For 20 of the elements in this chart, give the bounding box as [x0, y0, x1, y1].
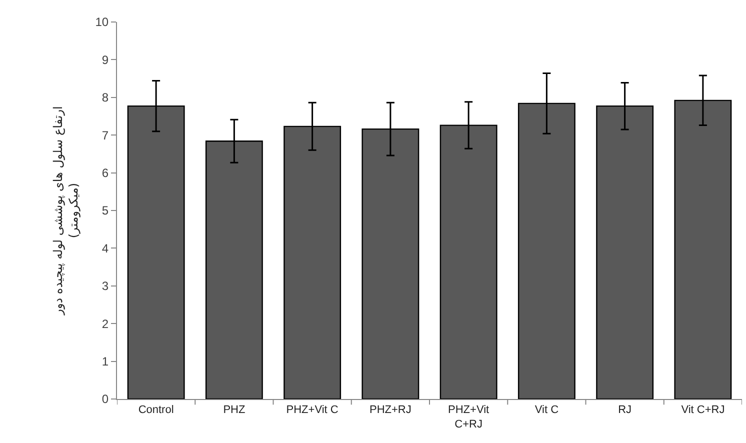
x-tick-label: RJ — [618, 404, 632, 416]
x-tick-label: PHZ+Vit C+RJ — [448, 404, 490, 430]
x-tick-label: PHZ+RJ — [370, 404, 412, 416]
x-tick-label: PHZ — [223, 404, 246, 416]
y-tick-label: 0 — [102, 392, 109, 406]
y-tick-label: 5 — [102, 204, 109, 218]
y-tick-label: 8 — [102, 90, 109, 105]
y-tick-label: 4 — [102, 241, 109, 256]
y-tick-label: 10 — [95, 15, 109, 30]
x-tick-label: PHZ+Vit C — [286, 404, 338, 416]
y-tick-label: 9 — [102, 52, 109, 67]
y-tick-label: 2 — [102, 316, 109, 331]
y-tick-label: 1 — [102, 354, 109, 368]
y-tick-label: 7 — [102, 128, 109, 142]
x-tick-label: Vit C — [534, 404, 559, 416]
y-axis-title: ارتفاع سلول های پوششی لوله پیچیده دور (میکرومتر) — [50, 106, 81, 316]
x-tick-label: Control — [138, 404, 174, 416]
x-tick-label: Vit C+RJ — [681, 404, 725, 416]
y-tick-label: 6 — [102, 166, 109, 180]
y-tick-label: 3 — [102, 279, 109, 294]
